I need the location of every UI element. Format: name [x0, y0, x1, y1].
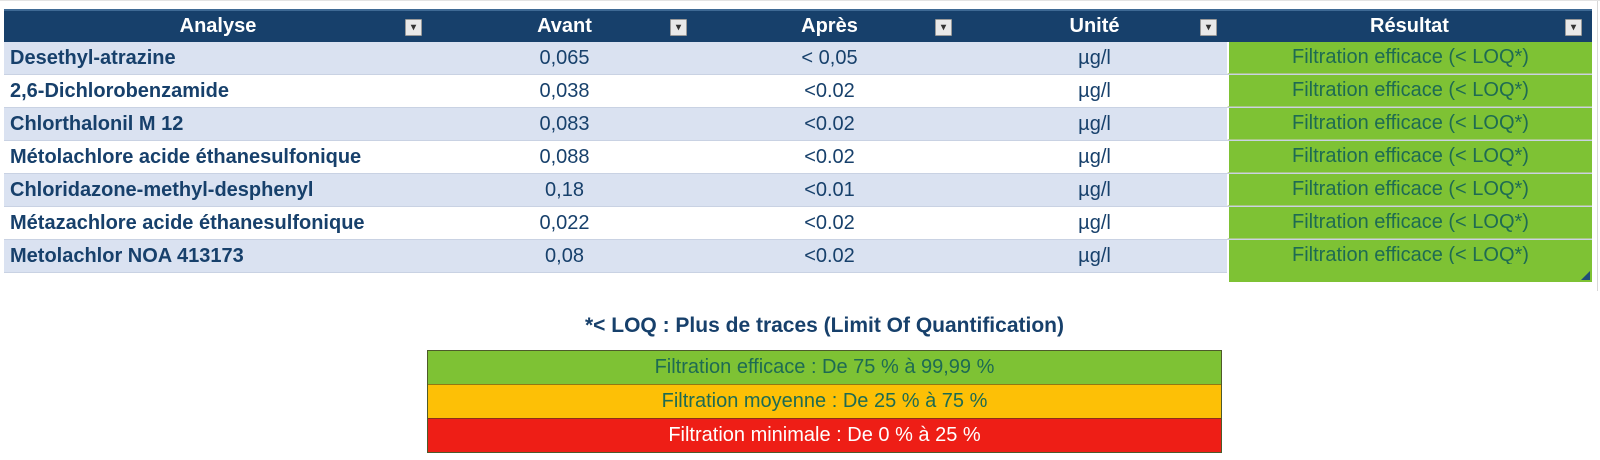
- loq-note: *< LOQ : Plus de traces (Limit Of Quanti…: [585, 314, 1064, 337]
- analyse-cell[interactable]: Chloridazone-methyl-desphenyl: [10, 178, 314, 201]
- avant-cell[interactable]: 0,18: [545, 178, 584, 201]
- unite-cell[interactable]: µg/l: [1078, 145, 1111, 168]
- legend-item-moyenne[interactable]: Filtration moyenne : De 25 % à 75 %: [428, 384, 1221, 418]
- filter-dropdown-icon[interactable]: ▾: [670, 19, 687, 36]
- resultat-cell[interactable]: Filtration efficace (< LOQ*): [1227, 108, 1592, 140]
- apres-cell[interactable]: <0.02: [804, 79, 855, 102]
- analyse-cell[interactable]: Desethyl-atrazine: [10, 46, 176, 69]
- analyse-cell[interactable]: Métazachlore acide éthanesulfonique: [10, 211, 365, 234]
- table-row: 2,6-Dichlorobenzamide 0,038 <0.02 µg/l F…: [4, 75, 1592, 108]
- analyse-cell[interactable]: 2,6-Dichlorobenzamide: [10, 79, 229, 102]
- avant-cell[interactable]: 0,022: [539, 211, 590, 234]
- analysis-table: Analyse ▾ Avant ▾ Après ▾ Unité ▾ Résult…: [4, 9, 1592, 273]
- unite-cell[interactable]: µg/l: [1078, 79, 1111, 102]
- header-analyse-label: Analyse: [179, 15, 257, 37]
- gridline: [1597, 1, 1598, 291]
- filter-dropdown-icon[interactable]: ▾: [935, 19, 952, 36]
- unite-cell[interactable]: µg/l: [1078, 46, 1111, 69]
- resultat-cell[interactable]: Filtration efficace (< LOQ*): [1227, 75, 1592, 107]
- table-row: Métolachlore acide éthanesulfonique 0,08…: [4, 141, 1592, 174]
- unite-cell[interactable]: µg/l: [1078, 244, 1111, 267]
- resultat-cell[interactable]: Filtration efficace (< LOQ*): [1227, 42, 1592, 74]
- header-analyse[interactable]: Analyse ▾: [4, 11, 432, 42]
- resultat-cell[interactable]: Filtration efficace (< LOQ*): [1227, 207, 1592, 239]
- result-column-extension: [1227, 264, 1592, 282]
- avant-cell[interactable]: 0,038: [539, 79, 590, 102]
- avant-cell[interactable]: 0,08: [545, 244, 584, 267]
- unite-cell[interactable]: µg/l: [1078, 112, 1111, 135]
- apres-cell[interactable]: <0.02: [804, 244, 855, 267]
- table-header-row: Analyse ▾ Avant ▾ Après ▾ Unité ▾ Résult…: [4, 9, 1592, 42]
- table-row: Métazachlore acide éthanesulfonique 0,02…: [4, 207, 1592, 240]
- unite-cell[interactable]: µg/l: [1078, 178, 1111, 201]
- table-row: Chloridazone-methyl-desphenyl 0,18 <0.01…: [4, 174, 1592, 207]
- unite-cell[interactable]: µg/l: [1078, 211, 1111, 234]
- header-apres[interactable]: Après ▾: [697, 11, 962, 42]
- table-row: Desethyl-atrazine 0,065 < 0,05 µg/l Filt…: [4, 42, 1592, 75]
- apres-cell[interactable]: < 0,05: [801, 46, 858, 69]
- table-resize-handle[interactable]: [1581, 271, 1590, 280]
- resultat-cell[interactable]: Filtration efficace (< LOQ*): [1227, 174, 1592, 206]
- avant-cell[interactable]: 0,088: [539, 145, 590, 168]
- resultat-cell[interactable]: Filtration efficace (< LOQ*): [1227, 141, 1592, 173]
- legend-item-efficace[interactable]: Filtration efficace : De 75 % à 99,99 %: [428, 351, 1221, 384]
- header-unite[interactable]: Unité ▾: [962, 11, 1227, 42]
- apres-cell[interactable]: <0.01: [804, 178, 855, 201]
- analyse-cell[interactable]: Métolachlore acide éthanesulfonique: [10, 145, 362, 168]
- apres-cell[interactable]: <0.02: [804, 112, 855, 135]
- header-avant-label: Avant: [537, 15, 592, 37]
- filter-dropdown-icon[interactable]: ▾: [1565, 19, 1582, 36]
- apres-cell[interactable]: <0.02: [804, 145, 855, 168]
- analyse-cell[interactable]: Chlorthalonil M 12: [10, 112, 184, 135]
- filter-dropdown-icon[interactable]: ▾: [1200, 19, 1217, 36]
- filtration-legend: Filtration efficace : De 75 % à 99,99 % …: [427, 350, 1222, 453]
- apres-cell[interactable]: <0.02: [804, 211, 855, 234]
- filter-dropdown-icon[interactable]: ▾: [405, 19, 422, 36]
- analyse-cell[interactable]: Metolachlor NOA 413173: [10, 244, 244, 267]
- header-resultat[interactable]: Résultat ▾: [1227, 11, 1592, 42]
- table-row: Chlorthalonil M 12 0,083 <0.02 µg/l Filt…: [4, 108, 1592, 141]
- legend-item-minimale[interactable]: Filtration minimale : De 0 % à 25 %: [428, 418, 1221, 452]
- avant-cell[interactable]: 0,065: [539, 46, 590, 69]
- header-resultat-label: Résultat: [1370, 15, 1449, 37]
- header-unite-label: Unité: [1069, 15, 1120, 37]
- avant-cell[interactable]: 0,083: [539, 112, 590, 135]
- header-apres-label: Après: [801, 15, 858, 37]
- header-avant[interactable]: Avant ▾: [432, 11, 697, 42]
